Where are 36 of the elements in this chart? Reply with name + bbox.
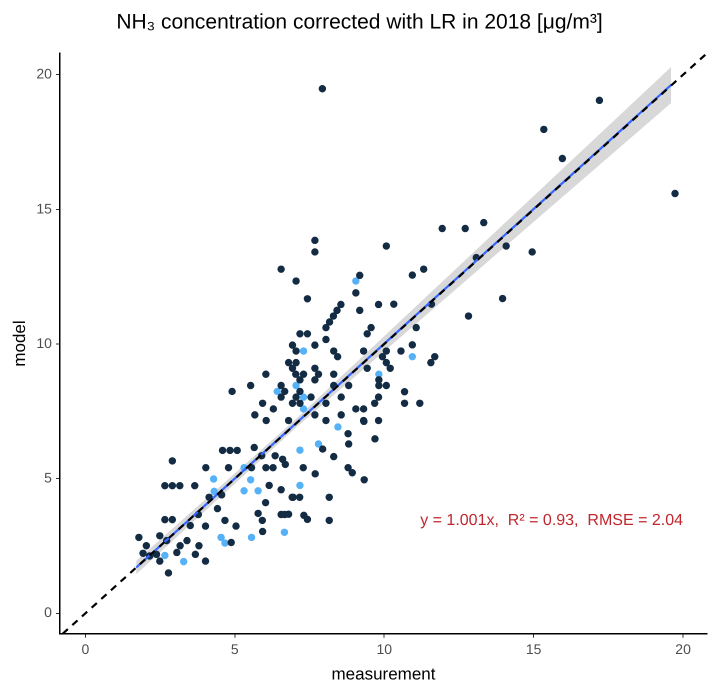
y-tick-label: 10 [36,334,52,351]
y-tick-label: 0 [44,604,52,620]
x-tick-label: 20 [675,641,692,658]
point [210,475,218,483]
point [280,528,288,536]
x-tick-label: 10 [376,641,392,658]
point [334,423,342,431]
x-tick-label: 5 [230,641,239,658]
point [221,539,229,547]
chart-title: NH₃ concentration corrected with LR in 2018 [μg/m³] [116,10,603,34]
point [296,446,304,454]
point [240,487,248,495]
point [292,382,300,390]
point [254,487,262,495]
point [246,476,254,484]
point [217,534,225,542]
x-tick-label: 0 [81,641,90,658]
y-tick-label: 15 [36,200,52,216]
annotation: y = 1.001x, R² = 0.93, RMSE = 2.04 [420,512,684,529]
point [248,534,256,542]
point [161,552,169,560]
y-axis-title: model [10,320,29,367]
y-tick-label: 20 [36,66,52,82]
x-axis-title: measurement [332,664,436,684]
point [274,388,281,396]
point [314,440,322,448]
point [352,277,360,285]
point [180,558,188,566]
point [210,488,218,496]
point [300,393,308,401]
x-tick-label: 15 [526,641,542,658]
point [408,352,416,360]
point [300,405,308,413]
point [300,347,308,355]
point [296,482,304,490]
y-tick-label: 5 [44,470,52,486]
